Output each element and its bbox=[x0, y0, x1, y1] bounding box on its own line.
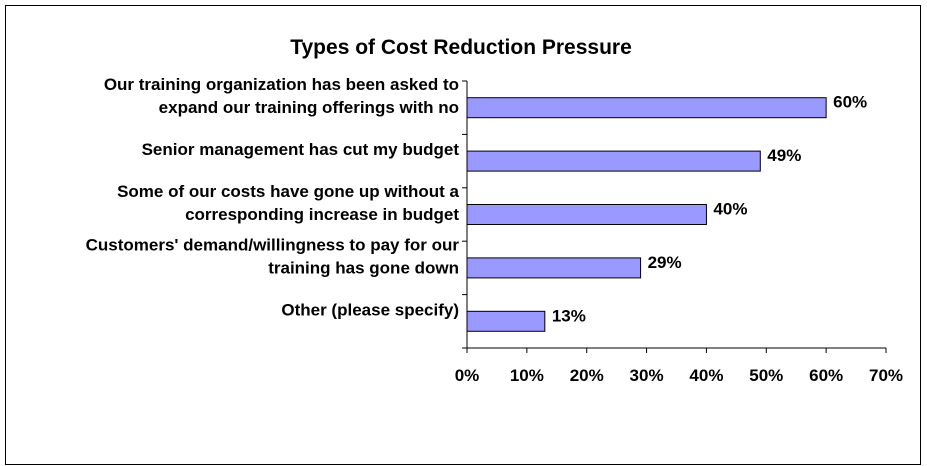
category-label: expand our training offerings with no bbox=[159, 98, 459, 117]
data-label: 49% bbox=[767, 146, 801, 165]
chart-svg: Types of Cost Reduction Pressure 0% 10% 20… bbox=[86, 36, 903, 385]
bar bbox=[466, 257, 642, 279]
category-label: corresponding increase in budget bbox=[185, 205, 459, 224]
x-tick-label: 20% bbox=[570, 366, 604, 385]
chart-title: Types of Cost Reduction Pressure bbox=[290, 36, 632, 59]
plot-area: 0% 10% 20% 30% 40% 50% 60% 70% 60% Our training o… bbox=[86, 75, 903, 385]
data-label: 40% bbox=[713, 200, 747, 219]
bar bbox=[466, 150, 761, 172]
x-tick-label: 30% bbox=[630, 366, 664, 385]
category-label: Senior management has cut my budget bbox=[142, 140, 460, 159]
category-label: Customers' demand/willingness to pay for… bbox=[86, 235, 460, 254]
x-tick-label: 50% bbox=[749, 366, 783, 385]
x-tick-label: 10% bbox=[510, 366, 544, 385]
x-tick-label: 60% bbox=[809, 366, 843, 385]
bar bbox=[466, 310, 546, 332]
data-label: 29% bbox=[648, 253, 682, 272]
x-tick-label: 70% bbox=[869, 366, 903, 385]
bar bbox=[466, 204, 707, 225]
x-tick-label: 40% bbox=[689, 366, 723, 385]
category-label: Some of our costs have gone up without a bbox=[117, 182, 459, 201]
category-label: Other (please specify) bbox=[281, 300, 459, 319]
data-label: 13% bbox=[552, 306, 586, 325]
bar bbox=[466, 97, 827, 119]
x-tick-label: 0% bbox=[455, 366, 480, 385]
category-label: training has gone down bbox=[268, 258, 459, 277]
chart-frame: Types of Cost Reduction Pressure 0% 10% 20… bbox=[5, 5, 921, 465]
category-label: Our training organization has been asked… bbox=[104, 75, 459, 94]
data-label: 60% bbox=[833, 93, 867, 112]
